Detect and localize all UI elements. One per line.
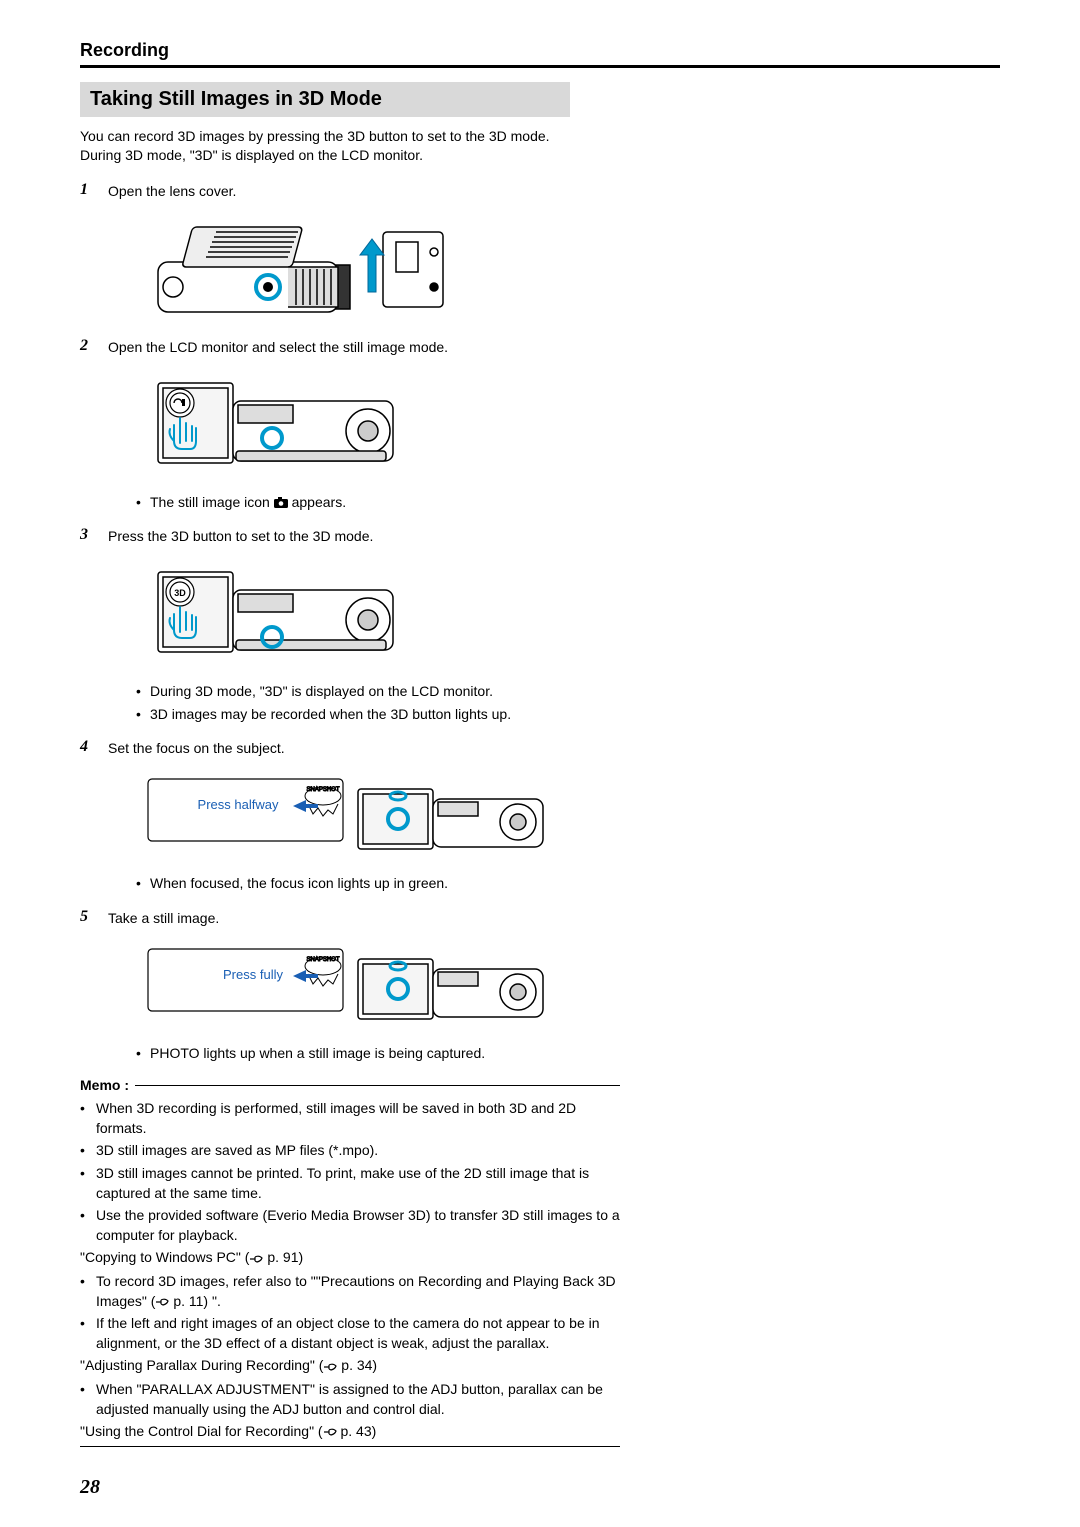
step-3-text: Press the 3D button to set to the 3D mod… <box>108 526 373 546</box>
step-3-bullet-1: •During 3D mode, "3D" is displayed on th… <box>136 682 596 702</box>
step-5-num: 5 <box>80 908 108 926</box>
intro-text: You can record 3D images by pressing the… <box>80 127 600 165</box>
step-2-bullet-1: • The still image icon appears. <box>136 493 596 513</box>
step-4: 4 Set the focus on the subject. <box>80 738 1000 758</box>
memo-bullets: •When 3D recording is performed, still i… <box>80 1099 620 1442</box>
press-halfway-label: Press halfway <box>198 797 279 812</box>
step-4-bullet-1: •When focused, the focus icon lights up … <box>136 874 596 894</box>
page-number: 28 <box>80 1476 100 1499</box>
intro-line-1: You can record 3D images by pressing the… <box>80 128 550 144</box>
memo-bullet-3: •3D still images cannot be printed. To p… <box>80 1164 620 1203</box>
press-fully-label: Press fully <box>223 967 283 982</box>
step-1-text: Open the lens cover. <box>108 181 236 201</box>
figure-1 <box>138 207 1000 327</box>
step-5-text: Take a still image. <box>108 908 219 928</box>
pointer-icon <box>155 1297 169 1307</box>
figure-2 <box>138 363 1000 483</box>
page-title: Taking Still Images in 3D Mode <box>80 82 570 117</box>
memo-label: Memo : <box>80 1077 129 1093</box>
pointer-icon <box>323 1362 337 1372</box>
step-5: 5 Take a still image. <box>80 908 1000 928</box>
divider-thick <box>80 65 1000 68</box>
pointer-icon <box>323 1427 337 1437</box>
memo-bullet-4: •Use the provided software (Everio Media… <box>80 1206 620 1245</box>
step-2-bullet-1-pre: The still image icon <box>150 494 274 510</box>
memo-bullet-2: •3D still images are saved as MP files (… <box>80 1141 620 1161</box>
svg-text:SNAPSHOT: SNAPSHOT <box>306 957 339 963</box>
step-4-bullets: •When focused, the focus icon lights up … <box>136 874 596 894</box>
step-2-bullets: • The still image icon appears. <box>136 493 596 513</box>
memo-link-1: "Copying to Windows PC" ( p. 91) <box>80 1248 620 1268</box>
step-3-bullet-2: •3D images may be recorded when the 3D b… <box>136 705 596 725</box>
figure-4: Press halfway SNAPSHOT <box>138 764 1000 864</box>
memo-bullet-1: •When 3D recording is performed, still i… <box>80 1099 620 1138</box>
memo-bullet-5: • To record 3D images, refer also to ""P… <box>80 1272 620 1311</box>
memo-bullet-6: •If the left and right images of an obje… <box>80 1314 620 1353</box>
section-header: Recording <box>80 40 1000 61</box>
step-2-text: Open the LCD monitor and select the stil… <box>108 337 448 357</box>
svg-text:3D: 3D <box>174 588 186 598</box>
step-2-bullet-1-post: appears. <box>288 494 346 510</box>
step-2-num: 2 <box>80 337 108 355</box>
memo-bullet-7: •When "PARALLAX ADJUSTMENT" is assigned … <box>80 1380 620 1419</box>
step-4-num: 4 <box>80 738 108 756</box>
step-5-bullet-1: •PHOTO lights up when a still image is b… <box>136 1044 596 1064</box>
intro-line-2: During 3D mode, "3D" is displayed on the… <box>80 147 423 163</box>
memo-link-3: "Using the Control Dial for Recording" (… <box>80 1422 620 1442</box>
memo-header: Memo : <box>80 1077 620 1093</box>
pointer-icon <box>249 1254 263 1264</box>
svg-text:SNAPSHOT: SNAPSHOT <box>306 787 339 793</box>
step-3-bullets: •During 3D mode, "3D" is displayed on th… <box>136 682 596 724</box>
figure-5: Press fully SNAPSHOT <box>138 934 1000 1034</box>
step-3-num: 3 <box>80 526 108 544</box>
step-1-num: 1 <box>80 181 108 199</box>
step-5-bullets: •PHOTO lights up when a still image is b… <box>136 1044 596 1064</box>
step-1: 1 Open the lens cover. <box>80 181 1000 201</box>
memo-link-2: "Adjusting Parallax During Recording" ( … <box>80 1356 620 1376</box>
step-4-text: Set the focus on the subject. <box>108 738 285 758</box>
camera-icon <box>274 497 288 508</box>
step-2: 2 Open the LCD monitor and select the st… <box>80 337 1000 357</box>
figure-3: 3D <box>138 552 1000 672</box>
step-3: 3 Press the 3D button to set to the 3D m… <box>80 526 1000 546</box>
memo-end-line <box>80 1446 620 1447</box>
